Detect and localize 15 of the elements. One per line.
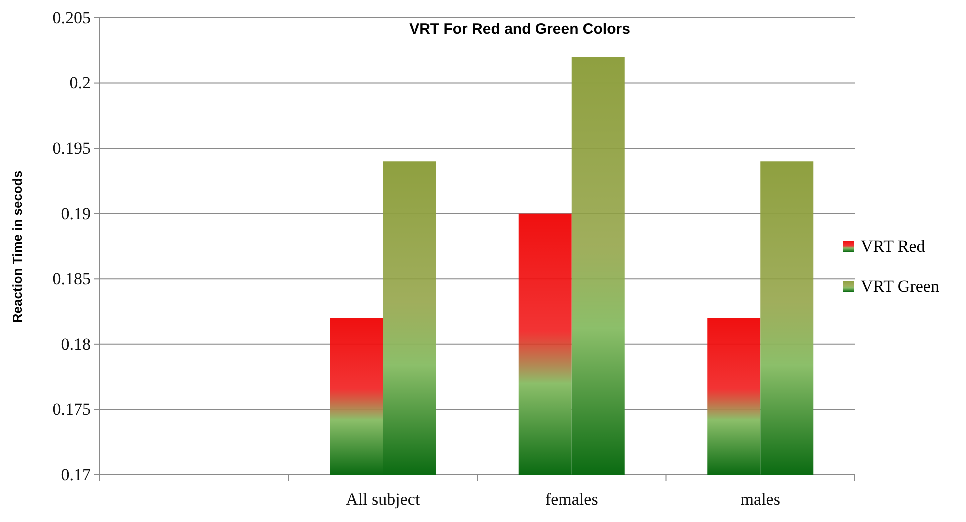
y-tick-label: 0.175 <box>52 400 91 420</box>
y-tick-label: 0.18 <box>61 334 91 354</box>
legend-label: VRT Green <box>861 277 940 296</box>
x-tick-label: males <box>740 490 780 510</box>
x-tick-label: All subject <box>346 490 420 510</box>
y-tick-label: 0.205 <box>52 8 91 28</box>
x-tick-label: females <box>545 490 598 510</box>
y-tick-label: 0.19 <box>61 204 91 224</box>
y-tick-label: 0.17 <box>61 465 92 484</box>
y-tick-label: 0.195 <box>52 139 91 158</box>
y-tick-label: 0.2 <box>70 74 91 93</box>
legend-label: VRT Red <box>861 237 926 256</box>
chart-title: VRT For Red and Green Colors <box>410 21 630 38</box>
y-axis-title: Reaction Time in secods <box>10 170 25 324</box>
y-tick-label: 0.185 <box>52 270 91 289</box>
